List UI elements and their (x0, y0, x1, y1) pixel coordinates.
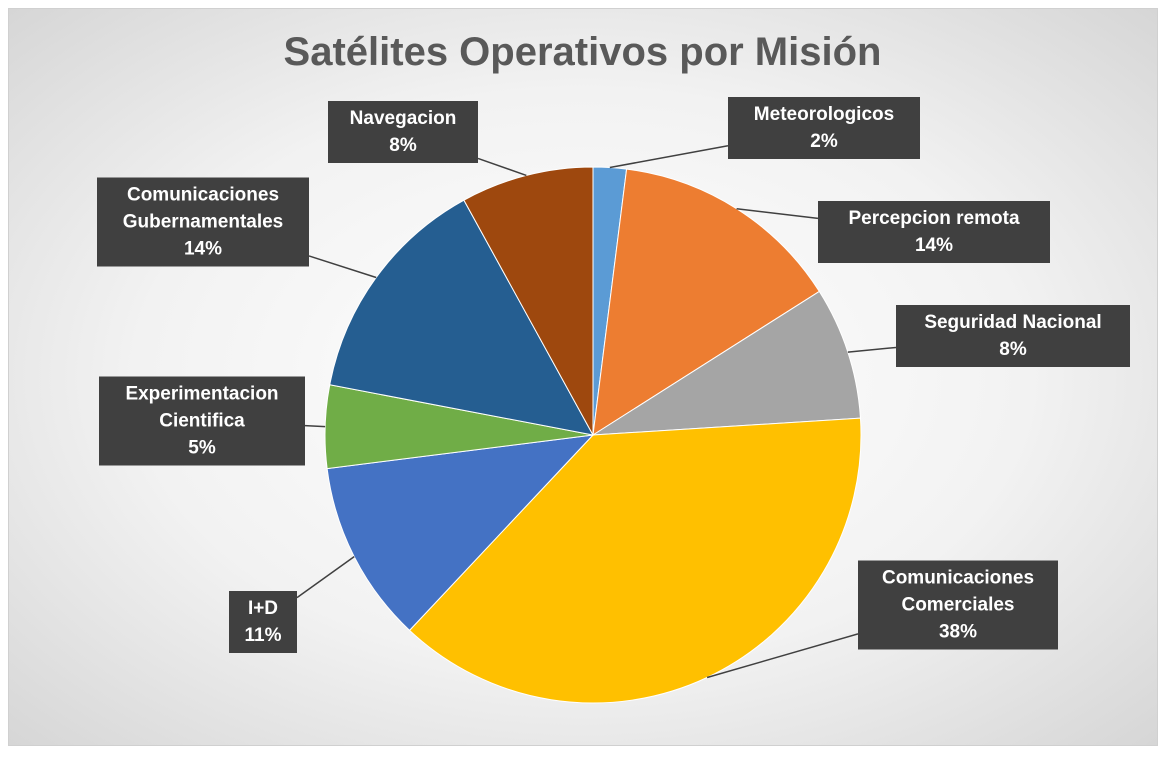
label-name: Percepcion remota (848, 208, 1020, 229)
leader-line (477, 157, 527, 177)
leader-line (736, 207, 819, 220)
label-value: 38% (938, 621, 978, 643)
label-value: 2% (810, 131, 838, 152)
data-label: Navegacion 8% (328, 101, 478, 163)
data-label: I+D 11% (229, 591, 297, 653)
data-label: Meteorologicos 2% (728, 97, 920, 159)
label-name: Seguridad Nacional (924, 312, 1102, 333)
data-label: Percepcion remota 14% (818, 201, 1050, 263)
data-label: Seguridad Nacional 8% (896, 305, 1130, 367)
leader-line (706, 633, 859, 679)
label-name: Experimentacion Cientifica (125, 383, 279, 432)
pie-slice (592, 168, 820, 436)
label-name: Meteorologicos (753, 104, 895, 125)
pie-slice (329, 199, 594, 436)
label-value: 8% (999, 339, 1027, 360)
data-label: Comunicaciones Gubernamentales 14% (97, 177, 309, 267)
data-label: Comunicaciones Comerciales 38% (858, 560, 1058, 650)
label-name: Navegacion (349, 108, 457, 129)
data-label: Experimentacion Cientifica 5% (99, 376, 305, 466)
label-name: I+D (247, 598, 279, 619)
label-value: 8% (389, 135, 417, 156)
label-name: Comunicaciones Gubernamentales (122, 184, 284, 233)
label-value: 14% (183, 238, 223, 260)
label-name: Comunicaciones Comerciales (881, 567, 1035, 616)
leader-line (296, 556, 355, 599)
label-value: 5% (188, 437, 216, 459)
leader-line (308, 255, 377, 279)
leader-line (609, 144, 729, 169)
pie-slice (408, 417, 862, 704)
leader-line (304, 424, 326, 428)
chart-title: Satélites Operativos por Misión (283, 30, 882, 74)
leader-line (847, 346, 897, 353)
label-value: 14% (914, 235, 954, 256)
label-value: 11% (244, 625, 282, 646)
